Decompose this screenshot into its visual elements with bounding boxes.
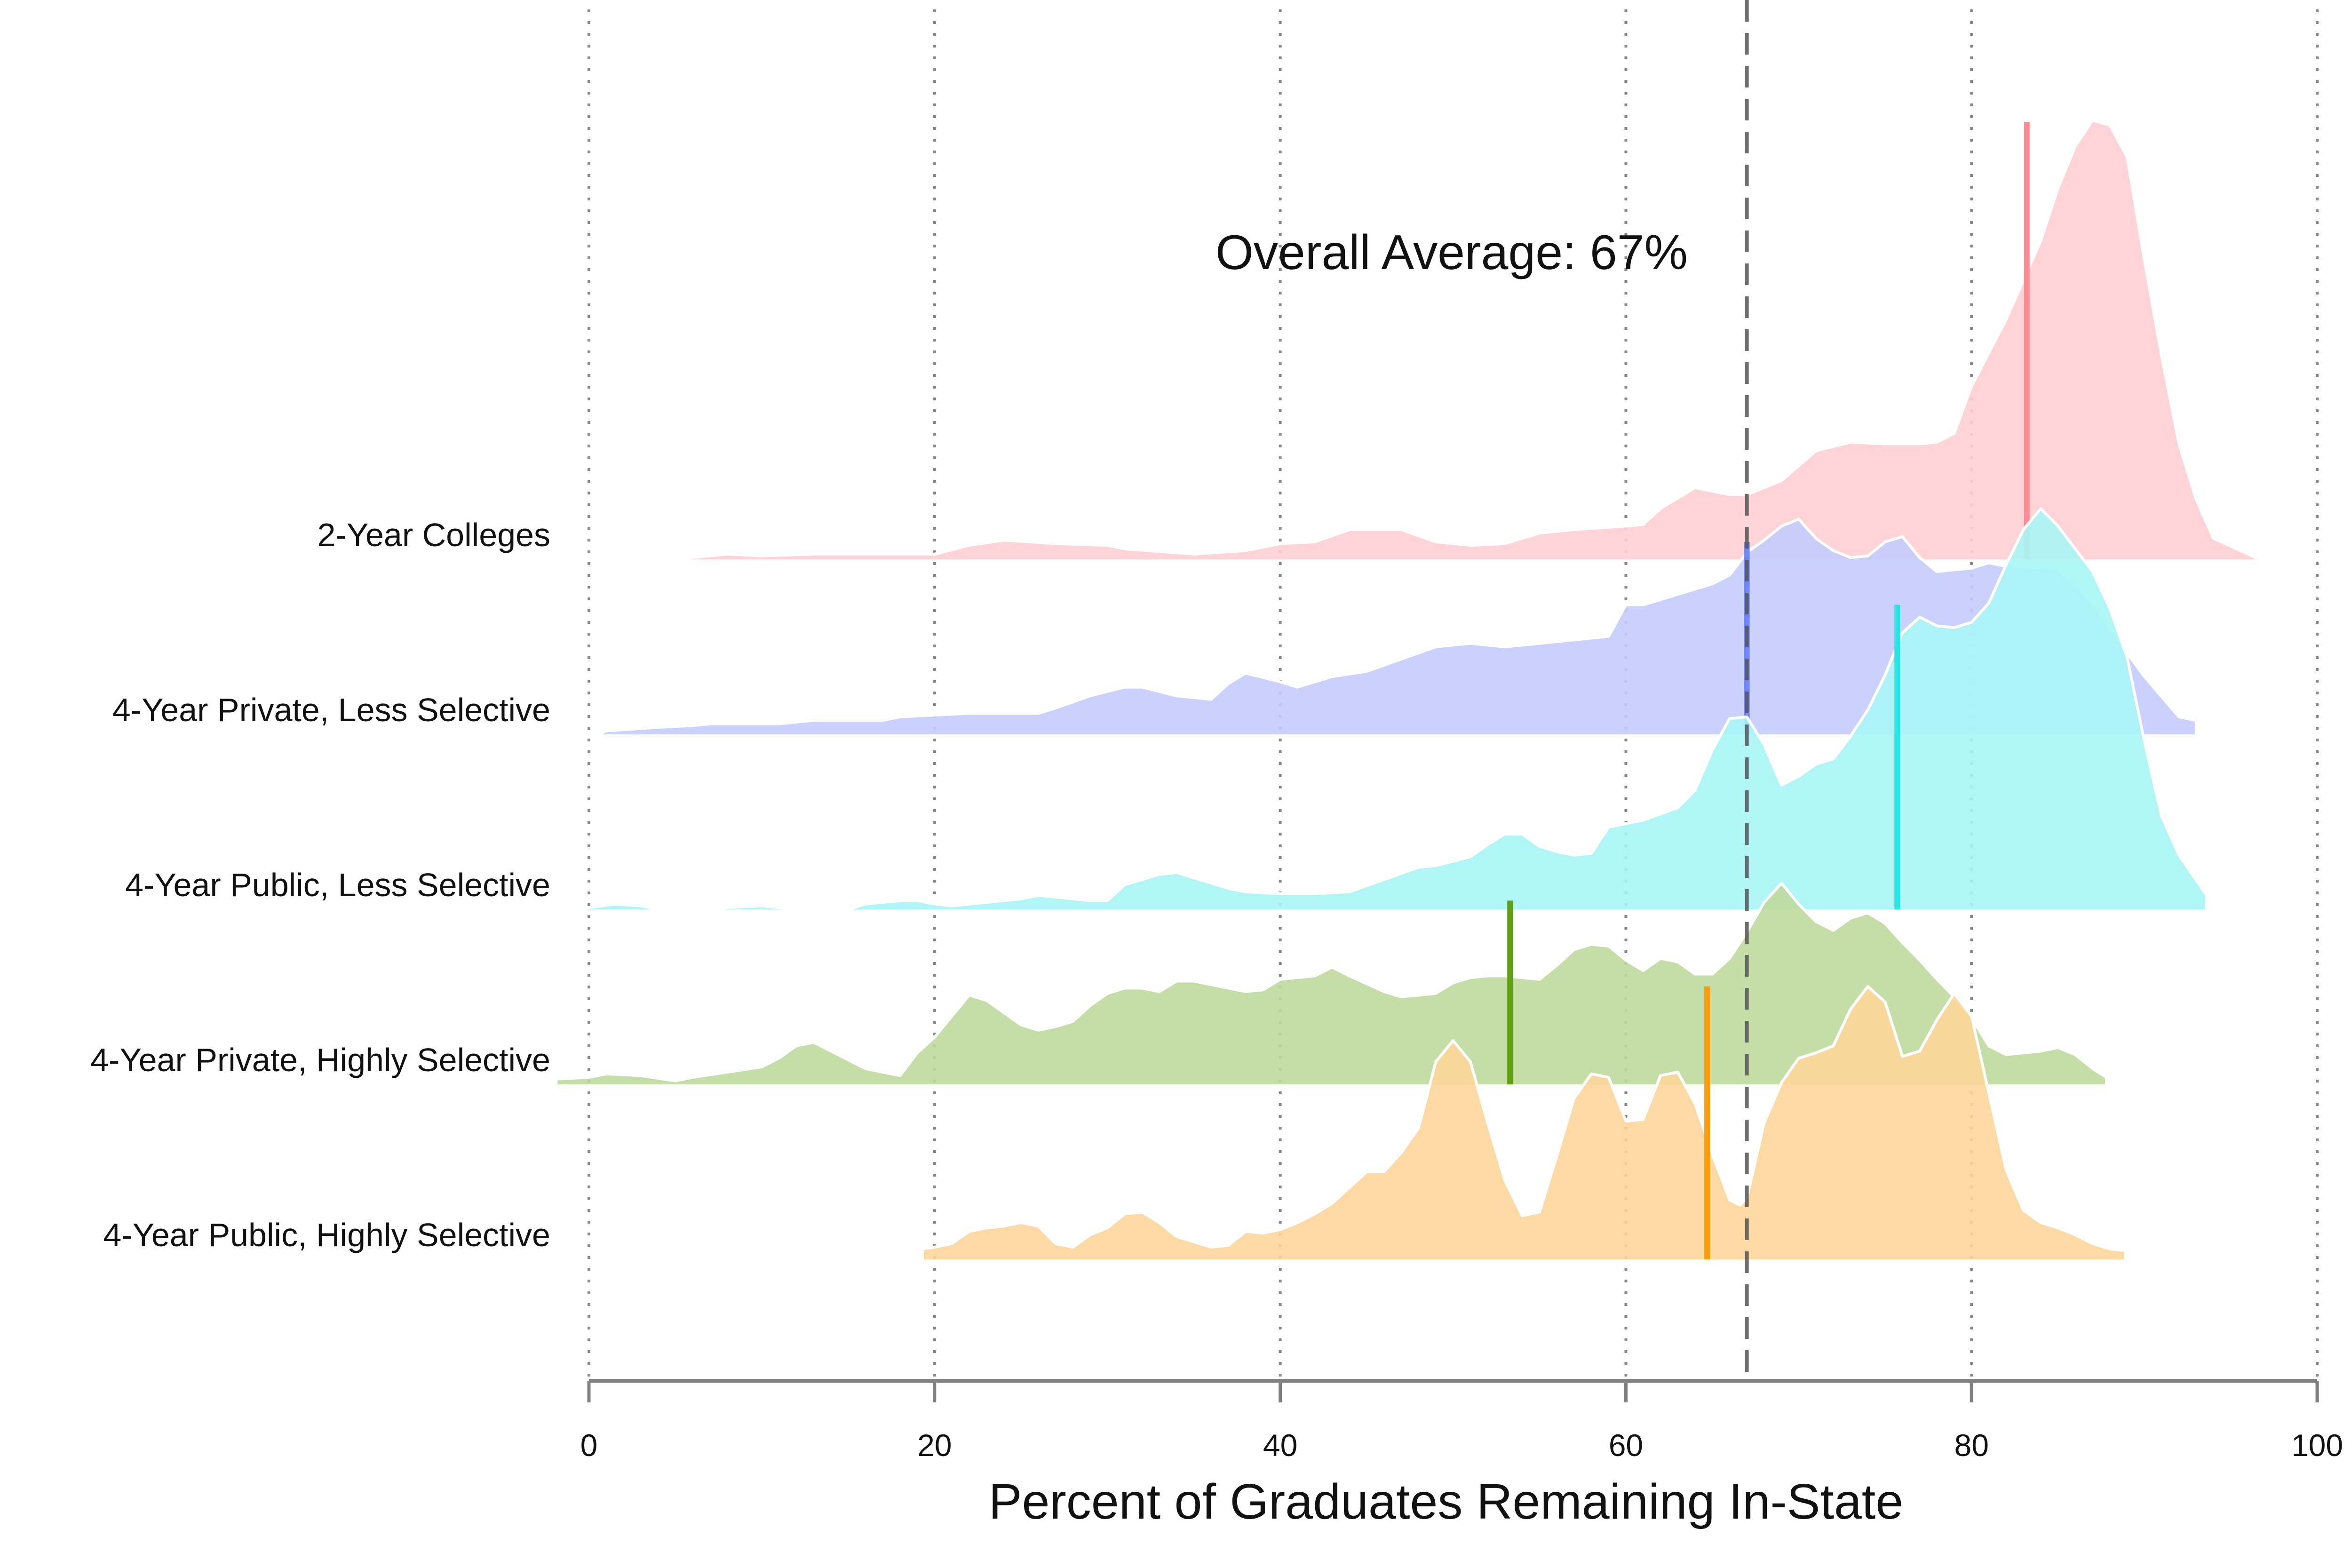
- ridge-outline: [589, 119, 2259, 561]
- row-label: 4-Year Private, Highly Selective: [90, 1042, 550, 1078]
- ridge-area: [599, 519, 2196, 734]
- ridge-area: [580, 509, 2207, 909]
- x-ticks: 0 20 40 60 80 100: [580, 1381, 2343, 1463]
- x-tick-label: 80: [1954, 1428, 1988, 1463]
- row-label: 4-Year Private, Less Selective: [112, 692, 550, 728]
- ridge-outline: [921, 985, 2127, 1259]
- ridge-2: [580, 507, 2208, 911]
- ridge-3: [555, 882, 2108, 1084]
- ridge-outline: [598, 517, 2198, 736]
- ridge-area: [556, 883, 2106, 1084]
- x-axis: 0 20 40 60 80 100: [580, 1379, 2343, 1463]
- ridge-4: [921, 985, 2127, 1259]
- overall-average-annotation: Overall Average: 67%: [1216, 225, 1688, 280]
- row-label: 2-Year Colleges: [317, 517, 550, 553]
- x-tick-label: 100: [2291, 1428, 2343, 1463]
- x-tick-label: 60: [1609, 1428, 1643, 1463]
- x-tick-label: 20: [917, 1428, 952, 1463]
- row-label: 4-Year Public, Less Selective: [125, 867, 550, 903]
- ridge-area: [922, 986, 2126, 1259]
- ridge-outline: [555, 882, 2108, 1084]
- x-tick-label: 40: [1263, 1428, 1297, 1463]
- x-axis-title: Percent of Graduates Remaining In-State: [989, 1474, 1903, 1529]
- ridge-area: [589, 120, 2259, 560]
- ridge-0: [589, 119, 2259, 561]
- x-tick-label: 0: [580, 1428, 598, 1463]
- row-labels: 2-Year Colleges 4-Year Private, Less Sele…: [90, 517, 550, 1253]
- ridge-outline: [580, 507, 2208, 911]
- row-label: 4-Year Public, Highly Selective: [103, 1217, 550, 1253]
- ridges: [555, 119, 2259, 1259]
